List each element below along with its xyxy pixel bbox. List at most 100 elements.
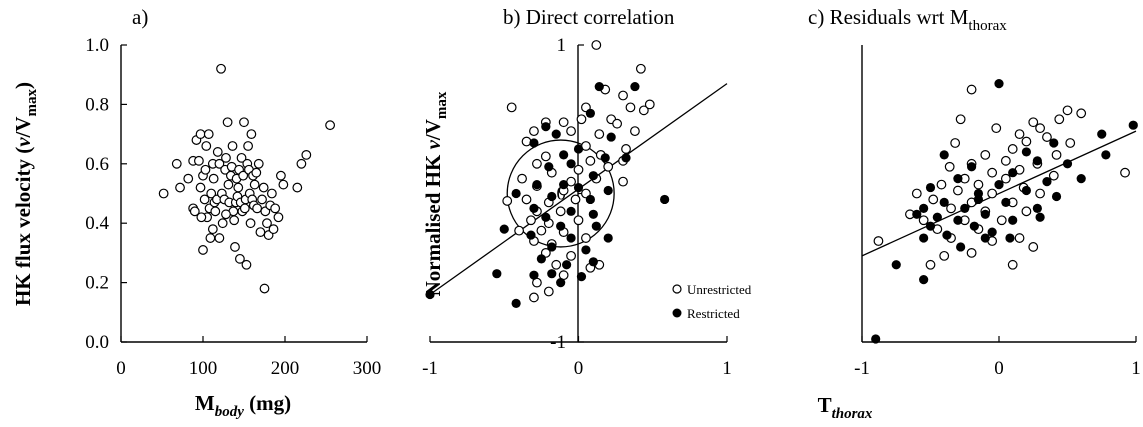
data-point-filled — [925, 221, 936, 231]
data-point-open — [594, 129, 605, 140]
data-point-filled — [1008, 215, 1018, 225]
panel-b-circle — [506, 139, 615, 248]
data-point-open — [1021, 206, 1032, 217]
panel-a-x-label: Mbody (mg) — [195, 391, 291, 420]
data-point-open — [946, 203, 956, 214]
data-point-open — [245, 218, 256, 229]
data-point-open — [966, 247, 977, 258]
data-point-open — [296, 158, 307, 169]
data-point-open — [1007, 259, 1018, 270]
data-point-open — [249, 179, 260, 190]
data-point-open — [939, 250, 950, 261]
data-point-filled — [871, 334, 881, 344]
data-point-open — [506, 102, 517, 113]
data-point-filled — [621, 153, 631, 163]
data-point-open — [521, 136, 532, 147]
data-point-filled — [1035, 212, 1045, 222]
data-point-open — [529, 292, 539, 303]
data-point-open — [255, 227, 266, 238]
data-point-filled — [1128, 120, 1138, 130]
data-point-open — [198, 245, 208, 255]
data-point-filled — [551, 129, 561, 139]
data-point-open — [1007, 144, 1018, 154]
data-point-filled — [559, 150, 569, 160]
data-point-open — [223, 179, 234, 190]
data-point-open — [603, 161, 614, 172]
data-point-open — [216, 63, 226, 74]
data-point-open — [566, 250, 576, 261]
data-point-open — [1042, 132, 1052, 142]
data-point-filled — [603, 185, 613, 196]
data-point-open — [273, 212, 284, 223]
data-point-filled — [541, 212, 551, 222]
data-point-open — [517, 173, 527, 184]
x-tick-label: 200 — [271, 358, 300, 379]
data-point-filled — [994, 79, 1004, 89]
data-point-open — [268, 224, 279, 235]
data-point-open — [536, 225, 547, 236]
data-point-filled — [1032, 156, 1042, 166]
data-point-filled — [1021, 147, 1031, 157]
data-point-filled — [536, 254, 546, 264]
data-point-filled — [939, 150, 949, 160]
data-point-open — [966, 84, 977, 95]
data-point-open — [189, 206, 200, 217]
data-point-filled — [425, 289, 435, 300]
data-point-filled — [511, 298, 521, 308]
legend-filled-marker — [672, 308, 682, 318]
data-point-filled — [1042, 177, 1052, 187]
data-point-open — [987, 188, 998, 199]
data-point-filled — [1008, 168, 1018, 178]
data-point-filled — [600, 153, 610, 163]
data-point-open — [638, 105, 649, 116]
data-point-open — [195, 129, 206, 140]
legend-label-restricted: Restricted — [687, 306, 740, 321]
data-point-filled — [499, 224, 509, 234]
data-point-filled — [526, 230, 536, 240]
data-point-filled — [987, 227, 997, 237]
data-point-filled — [588, 257, 598, 267]
data-point-filled — [932, 212, 942, 222]
data-point-open — [911, 188, 922, 199]
data-point-filled — [1005, 233, 1015, 243]
data-point-open — [618, 176, 628, 187]
data-point-filled — [566, 233, 576, 243]
data-point-open — [526, 215, 536, 226]
data-point-open — [873, 236, 884, 246]
data-point-open — [1035, 188, 1045, 199]
data-point-filled — [1032, 203, 1042, 213]
panel-a-y-label: HK flux velocity (v/Vmax) — [11, 82, 40, 306]
data-point-filled — [588, 209, 598, 219]
y-tick-label: 0.6 — [85, 154, 109, 175]
data-point-open — [543, 286, 554, 297]
data-point-open — [973, 179, 984, 190]
data-point-open — [1065, 138, 1076, 148]
data-point-filled — [1021, 185, 1031, 196]
data-point-open — [573, 164, 584, 175]
data-point-open — [1048, 170, 1059, 181]
x-tick-label: -1 — [854, 358, 870, 379]
data-point-filled — [544, 162, 554, 172]
data-point-open — [540, 151, 551, 162]
data-point-filled — [547, 242, 557, 252]
data-point-open — [551, 259, 562, 270]
data-point-open — [212, 147, 223, 157]
data-point-open — [1021, 136, 1032, 147]
data-point-open — [262, 218, 272, 229]
panel-b-points — [425, 40, 670, 308]
data-point-open — [258, 182, 269, 193]
data-point-open — [201, 141, 212, 151]
data-point-open — [573, 215, 584, 226]
data-point-filled — [630, 81, 640, 92]
data-point-filled — [591, 221, 601, 231]
legend-label-unrestricted: Unrestricted — [687, 282, 752, 297]
data-point-filled — [919, 203, 929, 213]
data-point-filled — [973, 194, 984, 205]
data-point-open — [239, 203, 250, 214]
data-point-open — [158, 188, 169, 199]
data-point-open — [292, 182, 303, 193]
data-point-open — [183, 173, 194, 184]
data-point-open — [612, 118, 623, 129]
panel-a-x-ticks: 0 100 200 300 — [116, 336, 381, 379]
